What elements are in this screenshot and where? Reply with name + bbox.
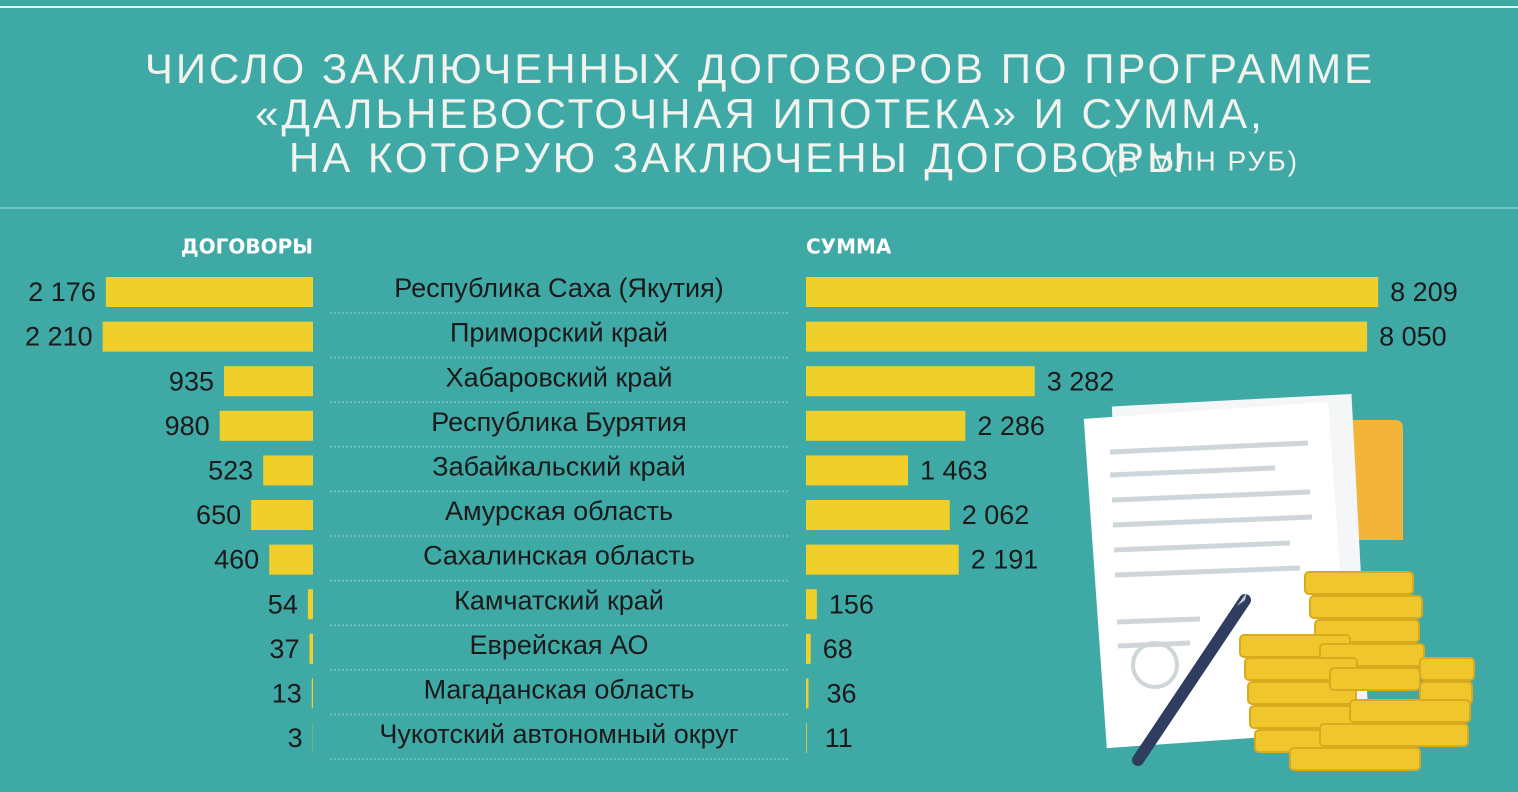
bar <box>309 633 313 664</box>
title-line: «ДАЛЬНЕВОСТОЧНАЯ ИПОТЕКА» И СУММА, <box>255 90 1265 137</box>
value-label: 54 <box>268 589 298 619</box>
column-title: ДОГОВОРЫ <box>181 235 313 259</box>
bar <box>219 410 313 441</box>
category-label: Камчатский край <box>454 585 664 615</box>
category-label: Республика Бурятия <box>431 407 687 437</box>
bar <box>806 455 908 486</box>
value-label: 460 <box>214 545 259 575</box>
value-label: 37 <box>269 634 299 664</box>
unit: (В МЛН РУБ) <box>1108 145 1299 176</box>
value-label: 11 <box>825 723 853 753</box>
bar <box>223 366 313 397</box>
category-label: Республика Саха (Якутия) <box>394 273 723 303</box>
bar <box>806 544 959 575</box>
category-label: Забайкальский край <box>432 452 685 482</box>
category-label: Сахалинская область <box>423 541 695 571</box>
bar <box>806 277 1379 307</box>
value-label: 8 209 <box>1390 277 1458 307</box>
bar <box>102 321 313 352</box>
title-line: НА КОТОРУЮ ЗАКЛЮЧЕНЫ ДОГОВОРЫ <box>289 134 1187 181</box>
value-label: 2 176 <box>28 277 96 307</box>
value-label: 650 <box>196 500 241 530</box>
category-label: Приморский край <box>450 318 668 348</box>
value-label: 36 <box>827 679 857 709</box>
title-line: ЧИСЛО ЗАКЛЮЧЕННЫХ ДОГОВОРОВ ПО ПРОГРАММЕ <box>145 45 1375 92</box>
bar <box>806 500 950 530</box>
category-label: Хабаровский край <box>446 362 673 392</box>
value-label: 68 <box>823 634 853 664</box>
value-label: 156 <box>829 589 874 619</box>
bar <box>806 589 817 620</box>
value-label: 2 286 <box>977 411 1045 441</box>
value-label: 2 210 <box>25 322 93 352</box>
column-title: СУММА <box>806 235 892 259</box>
bar <box>105 277 313 307</box>
value-label: 13 <box>272 679 302 709</box>
bar <box>269 544 313 575</box>
value-label: 935 <box>169 366 214 396</box>
illustration <box>1083 393 1475 771</box>
category-label: Чукотский автономный округ <box>379 719 738 749</box>
bar <box>806 321 1368 352</box>
category-label: Амурская область <box>445 496 673 526</box>
bar <box>806 633 811 664</box>
bar <box>307 589 313 620</box>
bar <box>251 500 313 530</box>
value-label: 523 <box>208 456 253 486</box>
value-label: 2 062 <box>962 500 1030 530</box>
bar <box>311 678 313 709</box>
value-label: 980 <box>165 411 210 441</box>
bar <box>263 455 313 486</box>
category-label: Магаданская область <box>424 675 695 705</box>
value-label: 8 050 <box>1379 322 1447 352</box>
value-label: 2 191 <box>971 545 1039 575</box>
value-label: 1 463 <box>920 456 988 486</box>
bar <box>806 410 966 441</box>
value-label: 3 282 <box>1047 366 1115 396</box>
bar <box>806 366 1035 397</box>
category-label: Еврейская АО <box>470 630 649 660</box>
bar <box>806 723 807 753</box>
value-label: 3 <box>288 723 303 753</box>
bar <box>806 678 809 709</box>
